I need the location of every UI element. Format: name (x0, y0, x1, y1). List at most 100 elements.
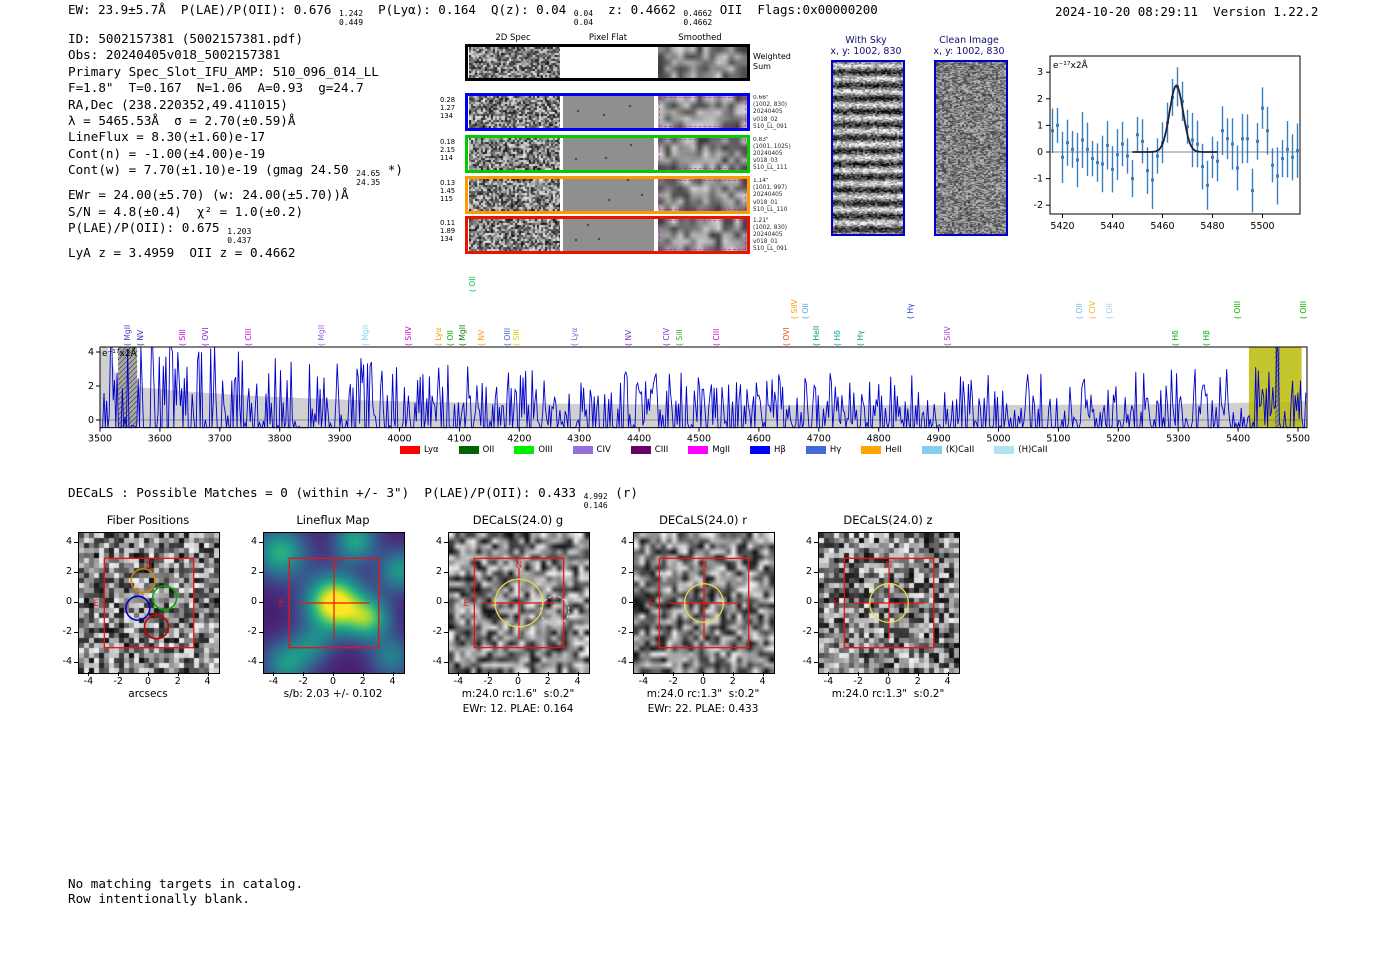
fiber-weight-label: 1.45 (440, 187, 456, 196)
info-line: F=1.8" T=0.167 N=1.06 A=0.93 g=24.7 (68, 80, 403, 96)
emission-line-label: ( SiIV (943, 326, 953, 346)
cutout-x-tick (273, 672, 275, 676)
cutout-x-tick (917, 672, 919, 676)
cutout-x-tick (177, 672, 179, 676)
cutout-y-tick-label: 2 (435, 566, 442, 578)
spec2d-column-header: Smoothed (678, 33, 722, 43)
emission-line-label: ( Lyα (570, 327, 580, 346)
cutout-x-tick (547, 672, 549, 676)
fiber-id-label: 20240405 (753, 192, 783, 199)
cutout-x-tick (643, 672, 645, 676)
info-line: λ = 5465.53Å σ = 2.70(±0.59)Å (68, 113, 403, 129)
data-point (1276, 174, 1279, 178)
cutout-x-tick (762, 672, 764, 676)
decals-match-line: DECaLS : Possible Matches = 0 (within +/… (68, 485, 638, 510)
cutout-y-tick (74, 631, 78, 633)
aperture-circle (683, 582, 725, 624)
cutout-x-tick (828, 672, 830, 676)
emission-line-label: ( Hδ (833, 330, 843, 346)
data-point (1206, 183, 1209, 187)
x-tick-label: 4400 (627, 434, 651, 445)
cutout-y-tick (814, 572, 818, 574)
x-tick-label: 4600 (747, 434, 771, 445)
cutout-x-tick-label: -2 (113, 676, 123, 687)
smoothed-inner-outline (659, 180, 746, 210)
x-tick-label: 5460 (1150, 221, 1174, 232)
info-text: F=1.8" T=0.167 N=1.06 A=0.93 g=24.7 (68, 80, 364, 96)
cutout-x-tick-label: 2 (729, 676, 736, 687)
emission-line-label: ( MgII (316, 324, 326, 346)
info-text: P(LAE)/P(OII): 0.675 (68, 220, 228, 236)
x-tick-label: 5500 (1250, 221, 1274, 232)
header-field: EW: 23.9±5.7Å P(LAE)/P(OII): 0.676 (68, 2, 339, 17)
cutout-x-tick-label: 0 (329, 676, 337, 687)
data-point (1106, 143, 1109, 147)
subscript-value: 0.449 (338, 17, 364, 27)
info-text: λ = 5465.53Å σ = 2.70(±0.59)Å (68, 113, 296, 129)
info-line: Primary Spec_Slot_IFU_AMP: 510_096_014_L… (68, 64, 403, 80)
emission-line-label: ( NV (624, 329, 634, 346)
cutout-x-tick (518, 672, 519, 676)
data-point (1201, 165, 1204, 169)
cutout-y-tick-label: -2 (432, 625, 442, 637)
spec2d-flat-section (563, 47, 654, 78)
pixel-flat-image (563, 96, 654, 128)
cutout-y-tick-label: 4 (805, 536, 812, 548)
gaussian-fit-curve (1132, 84, 1218, 153)
legend-item: CIII (630, 445, 668, 455)
info-text: LineFlux = 8.30(±1.60)e-17 (68, 129, 266, 145)
cutout-x-tick-label: 4 (574, 676, 581, 687)
fiber-id-label: v018_01 (753, 199, 778, 206)
cutout-x-tick (362, 672, 364, 676)
fiber-id-label: (1001, 997) (753, 185, 788, 192)
smoothed-2d-image (658, 218, 747, 251)
x-tick-label: 4500 (687, 434, 711, 445)
data-point (1191, 138, 1194, 142)
emission-line-label: ( OIII (502, 327, 512, 346)
cutout-y-tick (444, 631, 448, 633)
data-point (1266, 129, 1269, 133)
data-point (1101, 162, 1104, 166)
north-label: N (701, 560, 707, 570)
spec2d-flat-section (563, 137, 654, 170)
spec2d-row (465, 215, 750, 254)
data-point (1196, 142, 1199, 146)
aperture-circle (868, 582, 910, 624)
cutout-y-tick (629, 602, 633, 603)
spec2d-row-right-labels: 1.14" (1001, 997) 20240405 v018_01 510_LL_11… (753, 178, 813, 214)
full-spectrum-svg: 0 2 4 3500 3600 3700 3800 3900 4000 4100 4200 4300 4… (88, 346, 1310, 445)
extraction-box (473, 557, 565, 649)
emission-line-label: ( MgII (360, 324, 370, 346)
fiber-weight-label: 0.28 (440, 96, 456, 104)
emission-line-label: ( OII (1075, 303, 1085, 319)
cutout-x-tick-label: 0 (699, 676, 707, 687)
extraction-box (658, 557, 750, 649)
spec2d-row (465, 176, 750, 214)
emission-line-label: ( HeII (811, 325, 821, 346)
cutout-y-tick-label: -4 (432, 655, 442, 667)
data-point (1061, 155, 1064, 159)
cutout-y-tick-label: -4 (617, 655, 627, 667)
weighted-sum-label: Weighted Sum (753, 52, 791, 71)
cutout-y-tick (629, 661, 633, 663)
fiber-id-label: (1001, 1025) (753, 143, 791, 150)
cutout-x-tick (88, 672, 90, 676)
cutout-y-tick (814, 661, 818, 663)
smoothed-2d-image (658, 47, 747, 78)
info-text: Primary Spec_Slot_IFU_AMP: 510_096_014_L… (68, 63, 379, 79)
spec2d-column-header: 2D Spec (495, 33, 531, 43)
cutout-x-tick (333, 672, 334, 676)
info-line: Obs: 20240405v018_5002157381 (68, 47, 403, 63)
fiber-id-label: 510_LL_091 (753, 246, 788, 253)
subscript-value: 24.35 (356, 177, 381, 187)
fiber-weight-label: 1.27 (440, 104, 456, 113)
spec2d-smoothed-section (658, 96, 747, 128)
cutout-x-tick-label: -4 (268, 676, 279, 687)
emission-line-label: ( SiII (675, 329, 685, 346)
data-point (1156, 154, 1159, 158)
emission-line-label: ( OIII (1299, 300, 1309, 319)
cutout-x-tick-label: -4 (83, 676, 94, 687)
extraction-box (843, 557, 935, 649)
x-tick-label: 4000 (387, 434, 411, 445)
data-point (1281, 157, 1284, 161)
